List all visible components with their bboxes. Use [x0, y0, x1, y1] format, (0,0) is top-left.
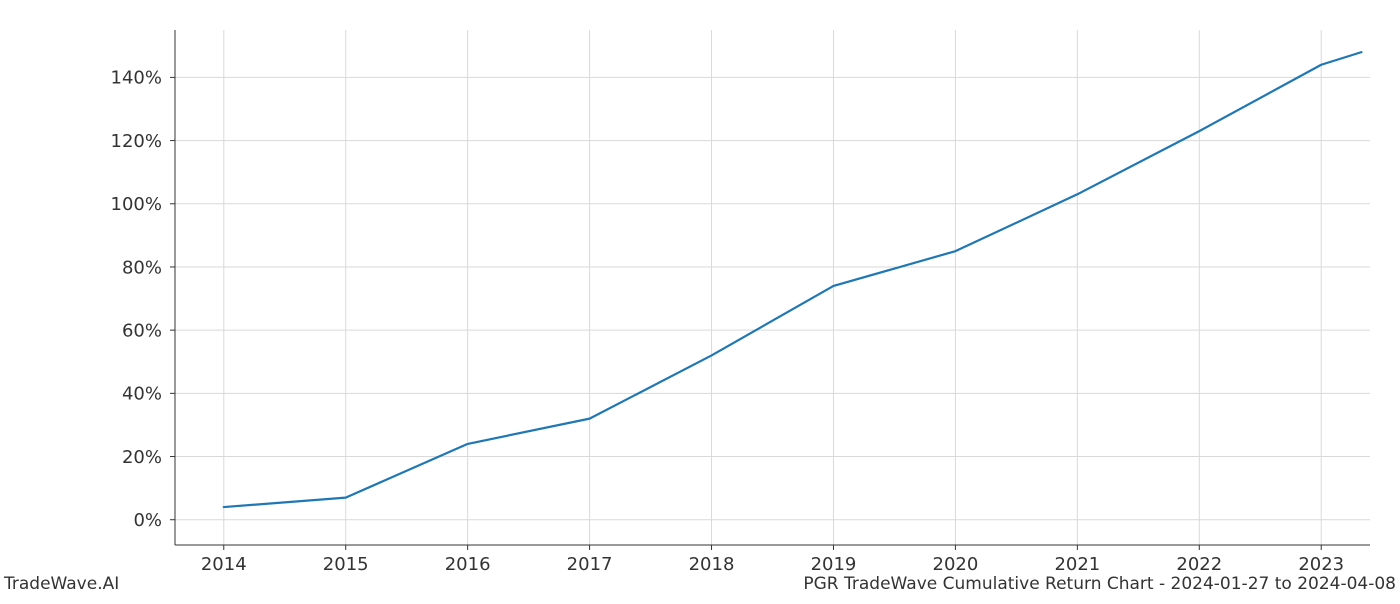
- y-tick-label: 120%: [111, 131, 162, 152]
- y-tick-label: 20%: [122, 447, 162, 468]
- x-tick-label: 2023: [1298, 554, 1344, 575]
- y-tick-label: 60%: [122, 320, 162, 341]
- x-tick-label: 2017: [567, 554, 613, 575]
- x-tick-label: 2022: [1176, 554, 1222, 575]
- chart-container: 2014 2015 2016 2017 2018 2019 2020 2021 2022 2023…: [0, 0, 1400, 600]
- x-tick-label: 2016: [445, 554, 491, 575]
- x-tick-label: 2020: [933, 554, 979, 575]
- x-tick-label: 2015: [323, 554, 369, 575]
- footer-right-label: PGR TradeWave Cumulative Return Chart - …: [803, 574, 1396, 594]
- line-chart: 2014 2015 2016 2017 2018 2019 2020 2021 2022 2023…: [0, 0, 1400, 600]
- y-tick-label: 80%: [122, 257, 162, 278]
- y-tick-label: 40%: [122, 384, 162, 405]
- y-tick-label: 100%: [111, 194, 162, 215]
- y-tick-label: 0%: [133, 510, 162, 531]
- x-tick-label: 2018: [689, 554, 735, 575]
- x-tick-label: 2019: [811, 554, 857, 575]
- x-tick-label: 2021: [1054, 554, 1100, 575]
- chart-background: [0, 0, 1400, 600]
- footer-left-label: TradeWave.AI: [4, 574, 119, 594]
- x-tick-label: 2014: [201, 554, 247, 575]
- y-tick-label: 140%: [111, 68, 162, 89]
